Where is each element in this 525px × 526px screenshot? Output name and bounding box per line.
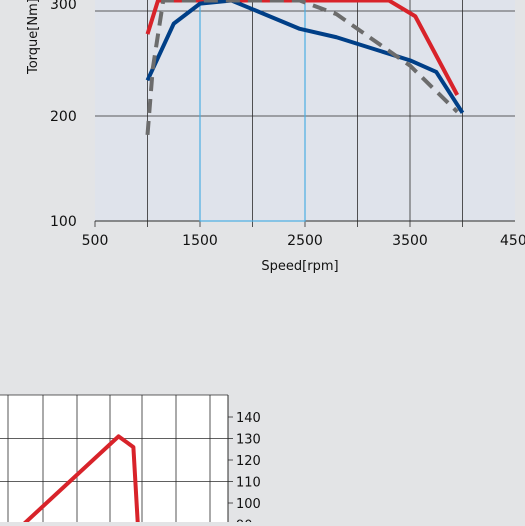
right-tick-label: 140	[236, 411, 261, 426]
right-tick-label: 130	[236, 433, 261, 448]
torque-chart: 300 Torque[Nm] Speed[rpm] 200 100 500 1500…	[26, 0, 525, 274]
y-axis-title: Torque[Nm]	[26, 0, 41, 75]
x-tick-label: 450	[500, 233, 525, 249]
y-tick-label: 200	[50, 109, 77, 125]
x-tick-label: 1500	[182, 233, 218, 249]
x-axis-title: Speed[rpm]	[261, 259, 338, 274]
right-tick-label: 110	[236, 476, 261, 491]
x-tick-label: 2500	[287, 233, 323, 249]
power-chart: 140 130 120 110 100 90	[0, 394, 261, 526]
series-line-3	[145, 0, 459, 136]
x-tick-labels: 500 1500 2500 3500 450	[82, 233, 525, 249]
plot-area-2	[0, 395, 228, 526]
right-tick-label: 120	[236, 454, 261, 469]
x-tick-label: 3500	[392, 233, 428, 249]
series-group-2	[18, 434, 140, 526]
series-line-1	[18, 434, 140, 526]
y-tick-label: 100	[50, 214, 77, 230]
series-group	[145, 0, 465, 136]
series-line-2	[145, 0, 465, 114]
right-tick-label: 90	[236, 519, 253, 523]
series-line-1	[145, 0, 460, 96]
x-tick-label: 500	[82, 233, 109, 249]
y-axis-top-label: 300	[50, 0, 77, 13]
right-axis-tick-labels: 140 130 120 110 100 90	[236, 411, 261, 526]
y-tick-labels: 200 100	[50, 109, 77, 230]
right-tick-label: 100	[236, 497, 261, 512]
rated-speed-band	[199, 0, 306, 222]
